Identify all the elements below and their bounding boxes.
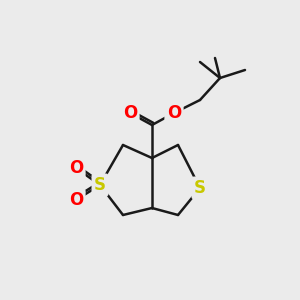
Text: O: O [69, 159, 83, 177]
Text: S: S [194, 179, 206, 197]
Text: S: S [94, 176, 106, 194]
Text: O: O [167, 104, 181, 122]
Text: O: O [69, 191, 83, 209]
Text: O: O [123, 104, 137, 122]
